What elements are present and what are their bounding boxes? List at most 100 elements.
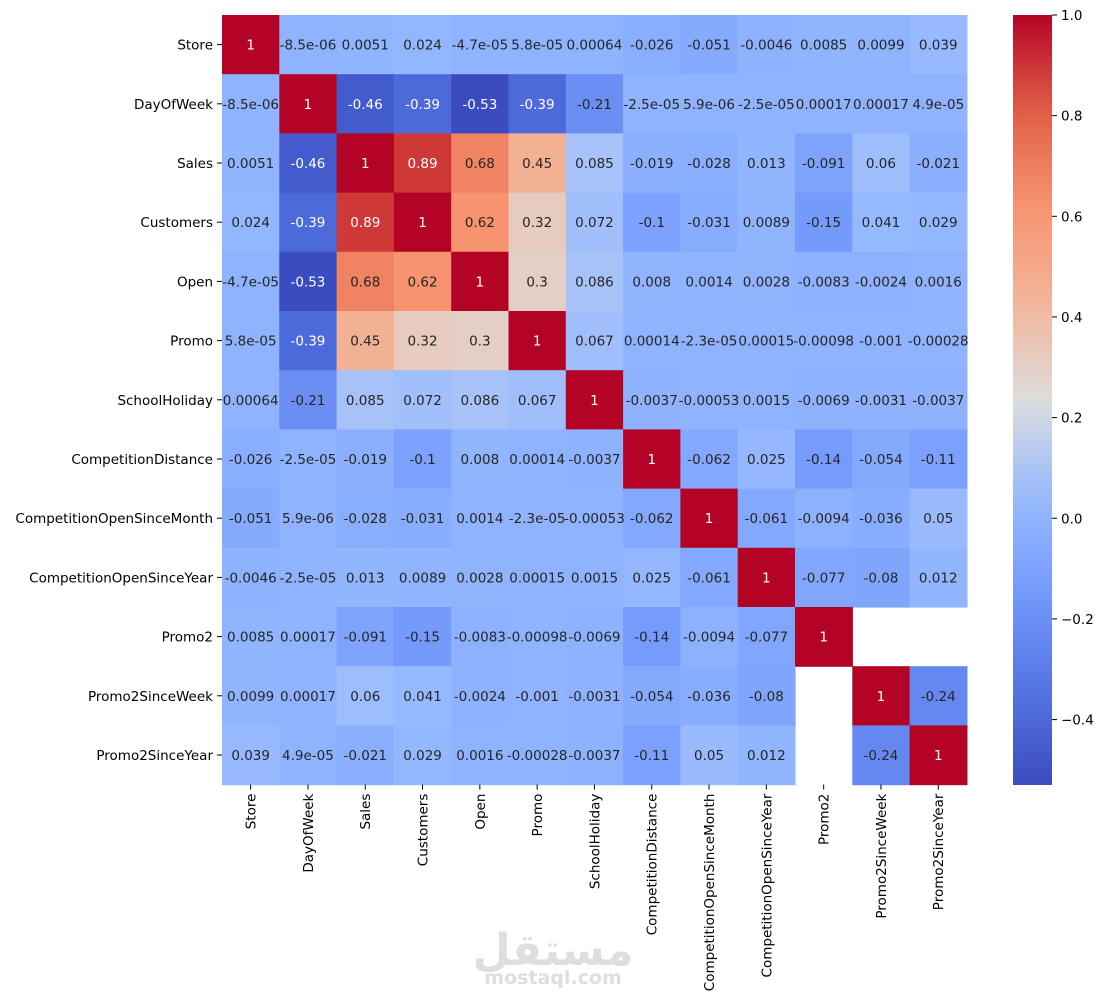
heatmap-cell [393,488,452,549]
heatmap-cell [737,547,796,608]
heatmap-cell [680,74,739,134]
heatmap-cell [795,547,853,608]
heatmap-cell [565,370,624,430]
heatmap-cell [795,15,853,75]
heatmap-cell [279,607,338,667]
cell-value-label: 0.32 [522,215,552,231]
cell-value-label: 0.0015 [571,570,618,586]
heatmap-cell [393,725,452,786]
cell-value-label: 0.00017 [280,630,336,646]
cell-value-label: 0.025 [747,452,786,468]
cell-value-label: 0.024 [231,215,270,231]
cell-value-label: 0.0028 [743,274,790,290]
heatmap-cell [852,15,911,75]
cell-value-label: -0.39 [290,215,325,231]
cell-value-label: 0.0085 [800,38,847,54]
cell-value-label: 1 [934,748,943,764]
heatmap-cell [737,725,796,786]
y-tick-label: Promo2SinceWeek [88,689,213,705]
cell-value-label: 0.45 [350,334,380,350]
heatmap-cell [508,15,567,75]
cell-value-label: 1 [647,452,656,468]
heatmap-cell [451,133,510,194]
cell-value-label: 1 [476,274,485,290]
cell-value-label: 0.68 [350,274,380,290]
cell-value-label: -0.39 [290,334,325,350]
heatmap-cell [680,666,739,726]
heatmap-cell [852,251,911,312]
heatmap-cell [336,547,395,608]
cell-value-label: -0.0094 [798,511,850,527]
heatmap-cell [565,607,624,667]
cell-value-label: -0.1 [639,215,665,231]
cell-value-label: 0.00014 [509,452,565,468]
x-tick-label: DayOfWeek [301,793,317,872]
heatmap-cell [222,547,280,608]
heatmap-cell [565,251,624,312]
cell-value-label: -0.077 [745,630,789,646]
colorbar-gradient [1013,15,1052,785]
cell-value-label: -0.031 [687,215,731,231]
cell-value-label: -0.028 [343,511,387,527]
cell-value-label: 0.085 [575,156,614,172]
heatmap-cell [508,666,567,726]
heatmap-cell [680,547,739,608]
cell-value-label: -0.036 [859,511,903,527]
heatmap-cell [737,429,796,490]
heatmap-cell [623,429,681,490]
cell-value-label: 0.025 [632,570,671,586]
cell-value-label: -8.5e-06 [280,38,337,54]
heatmap-cell [336,607,395,667]
y-tick-label: Customers [140,215,213,231]
heatmap-cell [279,547,338,608]
heatmap-cell [508,429,567,490]
heatmap-cell [451,15,510,75]
heatmap-cell [852,192,911,253]
x-tick-label: CompetitionOpenSinceMonth [702,794,718,992]
heatmap-cell [336,251,395,312]
cell-value-label: -0.0037 [568,452,620,468]
cell-value-label: -0.14 [806,452,841,468]
cell-value-label: -2.5e-05 [280,570,337,586]
cell-value-label: -0.028 [687,156,731,172]
cell-value-label: -0.00098 [507,630,568,646]
cell-value-label: -0.0024 [855,274,907,290]
heatmap-cell [737,311,796,371]
x-tick-label: CompetitionOpenSinceYear [759,793,775,977]
cell-value-label: 0.05 [923,511,953,527]
cell-value-label: 0.0051 [227,156,274,172]
heatmap-cell [393,607,452,667]
cell-value-label: -0.39 [520,97,555,113]
heatmap-cell [623,192,681,253]
heatmap-cell [623,251,681,312]
heatmap-cell [508,311,567,371]
cell-value-label: 0.00014 [624,334,680,350]
cell-value-label: -0.00053 [564,511,625,527]
heatmap-cell [222,370,280,430]
cell-value-label: -0.051 [229,511,273,527]
cell-value-label: 0.0085 [227,630,274,646]
cell-value-label: -2.5e-05 [738,97,795,113]
heatmap-cell [336,429,395,490]
cell-value-label: -0.08 [863,570,898,586]
cell-value-label: 1 [246,38,255,54]
cell-value-label: 5.8e-05 [511,38,563,54]
heatmap-cell [909,192,968,253]
cell-value-label: 0.0089 [743,215,790,231]
heatmap-cell [795,251,853,312]
cell-value-label: 0.086 [575,274,614,290]
heatmap-cell [279,192,338,253]
cell-value-label: -0.061 [745,511,789,527]
heatmap-cell-labels: 1 -8.5e-06 0.0051 0.024 -4.7e-05 5.8e-05 0.000… [222,38,968,764]
heatmap-cell [336,370,395,430]
cell-value-label: -0.021 [916,156,960,172]
y-tick-label: Open [177,274,213,290]
cell-value-label: -0.054 [630,689,674,705]
heatmap-cell [393,370,452,430]
y-axis-tick-labels: Store DayOfWeek Sales Customers Open Promo Sch… [15,38,222,764]
heatmap-cell [737,607,796,667]
cell-value-label: 0.0099 [227,689,274,705]
heatmap-cell [508,133,567,194]
heatmap-cell [393,133,452,194]
